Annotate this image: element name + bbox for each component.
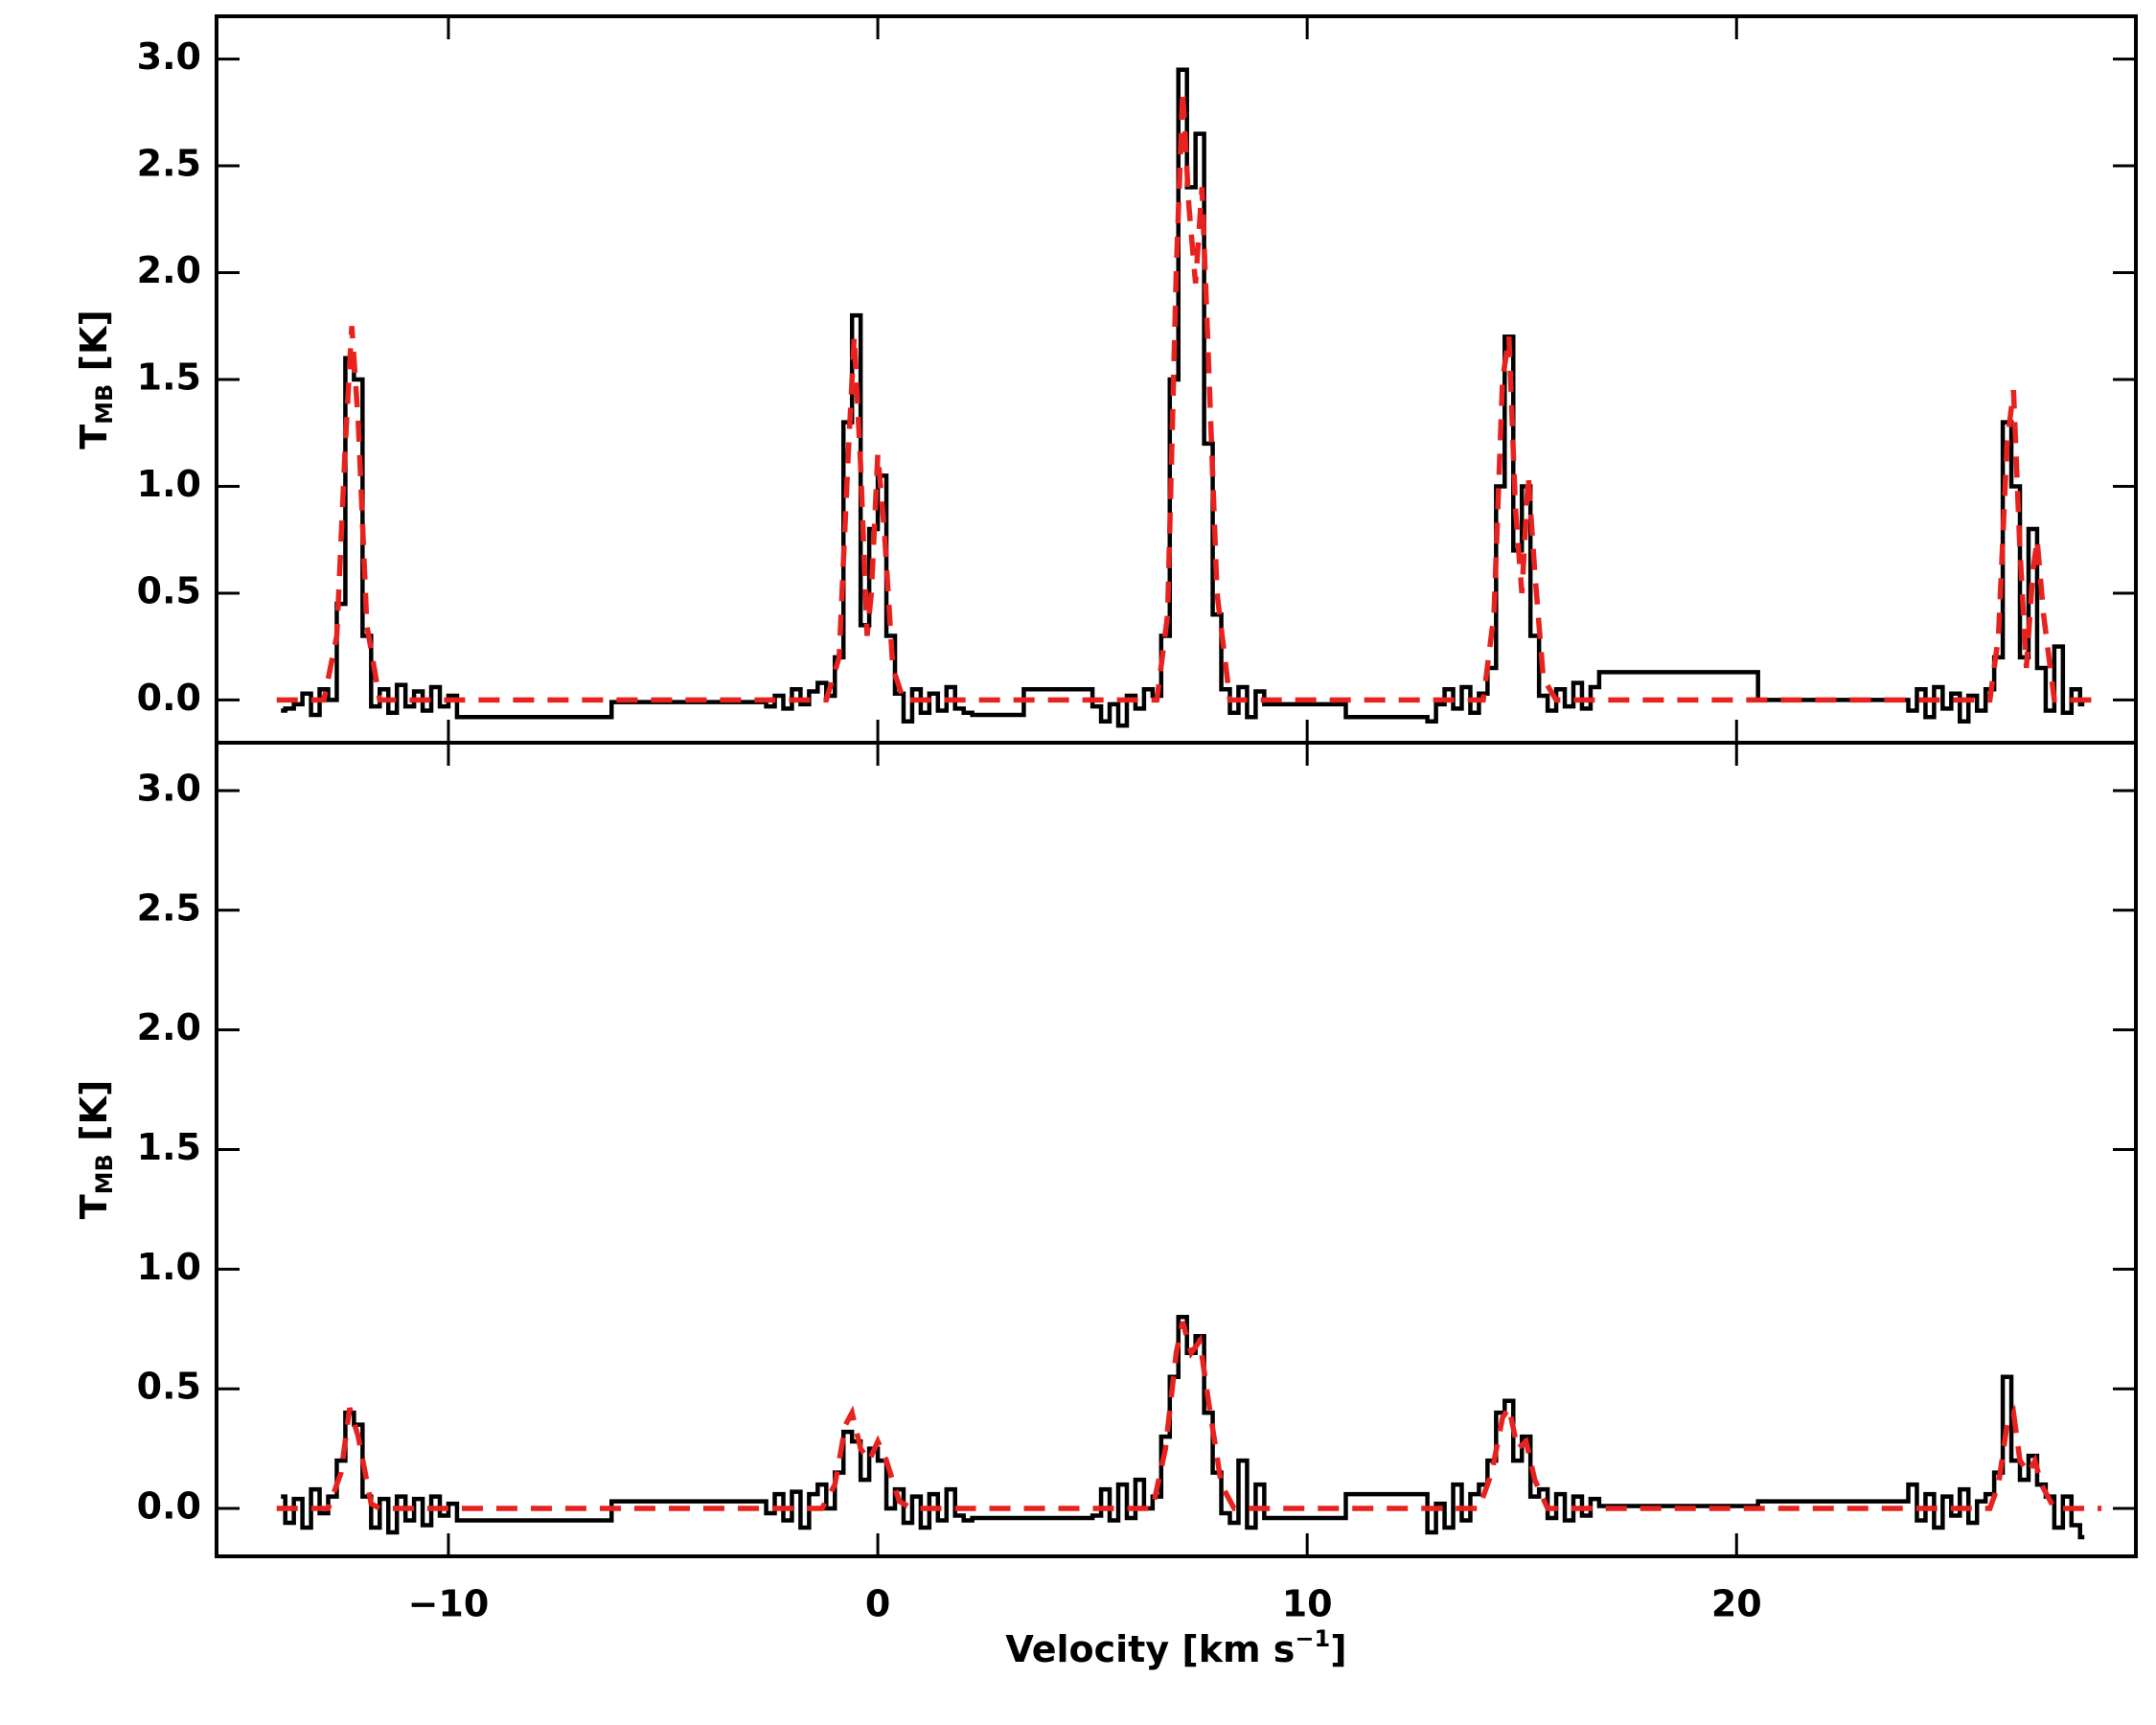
x-label-sup: −1	[1295, 1625, 1330, 1652]
y-tick-label: 3.0	[137, 35, 201, 78]
y-label-main: T	[73, 1194, 115, 1219]
fit-line	[276, 90, 2102, 703]
spectrum-line	[281, 67, 2085, 728]
y-axis-label: TMB [K]	[73, 1080, 119, 1220]
y-tick-label: 2.0	[137, 249, 201, 291]
y-tick-label: 1.5	[137, 356, 201, 399]
y-label-rest: [K]	[73, 310, 115, 383]
x-tick-label: 0	[865, 1583, 890, 1625]
panel: 0.0 0.5 1.0 1.5 2.0 2.5 3.0 TMB [K]	[73, 14, 2138, 745]
y-label-sub: MB	[91, 1154, 118, 1194]
y-tick-label: 1.0	[137, 463, 201, 505]
plot-frame	[215, 741, 2138, 1558]
y-label-rest: [K]	[73, 1080, 115, 1154]
y-tick-label: 0.0	[137, 1485, 201, 1528]
y-axis-label: TMB [K]	[73, 310, 119, 449]
spectrum-line	[281, 1315, 2085, 1540]
x-tick-label: −10	[408, 1583, 490, 1625]
panel: 0.0 0.5 1.0 1.5 2.0 2.5 3.0 −10 0 10 20 TMB [K] Velo…	[73, 741, 2138, 1670]
y-tick-label: 2.0	[137, 1006, 201, 1048]
y-tick-label: 2.5	[137, 143, 201, 185]
x-label-rest: ]	[1330, 1628, 1346, 1670]
x-label-main: Velocity [km s	[1005, 1628, 1295, 1670]
x-tick-label: 20	[1711, 1583, 1762, 1625]
y-label-sub: MB	[91, 384, 118, 425]
y-tick-label: 0.5	[137, 1366, 201, 1408]
x-axis-label: Velocity [km s−1]	[1005, 1625, 1346, 1670]
x-tick-label: 10	[1282, 1583, 1333, 1625]
y-label-main: T	[73, 425, 115, 449]
y-tick-label: 1.0	[137, 1246, 201, 1288]
y-tick-label: 0.0	[137, 677, 201, 719]
y-tick-label: 3.0	[137, 767, 201, 809]
y-tick-label: 0.5	[137, 569, 201, 611]
y-tick-label: 2.5	[137, 886, 201, 929]
fit-line	[276, 1321, 2102, 1511]
y-tick-label: 1.5	[137, 1126, 201, 1168]
